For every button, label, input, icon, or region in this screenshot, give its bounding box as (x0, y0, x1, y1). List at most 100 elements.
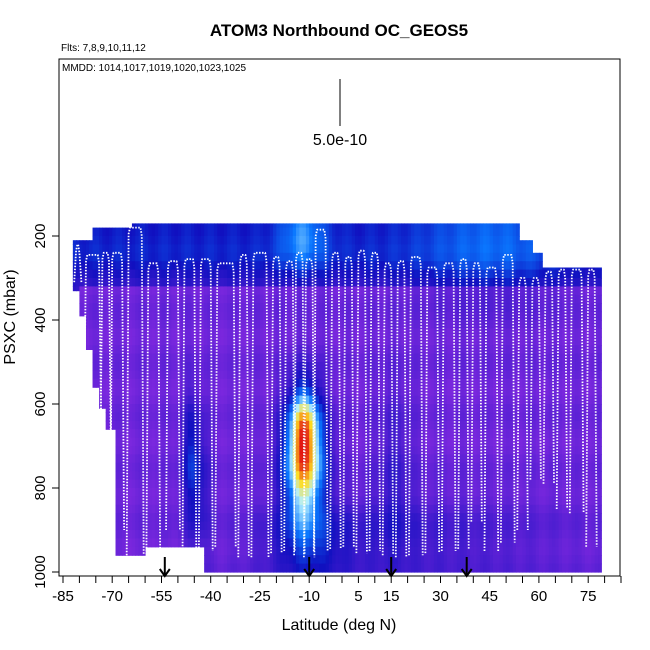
heatmap-cell (256, 513, 261, 523)
heatmap-cell (125, 353, 130, 363)
heatmap-cell (279, 437, 284, 447)
heatmap-cell (174, 252, 179, 262)
heatmap-cell (437, 320, 442, 329)
heatmap-cell (184, 504, 189, 514)
heatmap-cell (384, 370, 389, 380)
heatmap-cell (282, 488, 287, 497)
heatmap-cell (207, 320, 212, 329)
heatmap-cell (263, 261, 268, 271)
heatmap-cell (338, 496, 343, 506)
heatmap-cell (250, 404, 254, 413)
heatmap-cell (453, 437, 458, 447)
heatmap-cell (131, 538, 136, 548)
heatmap-cell (233, 471, 238, 481)
heatmap-cell (479, 261, 484, 271)
heatmap-cell (207, 521, 212, 531)
heatmap-cell (387, 227, 392, 237)
heatmap-cell (476, 227, 481, 237)
heatmap-cell (437, 479, 442, 489)
heatmap-cell (463, 320, 468, 329)
heatmap-cell (292, 286, 297, 296)
heatmap-cell (263, 471, 268, 481)
heatmap-cell (384, 320, 389, 329)
heatmap-cell (296, 378, 300, 388)
heatmap-cell (420, 563, 425, 573)
heatmap-cell (430, 538, 435, 548)
heatmap-cell (118, 412, 123, 422)
heatmap-cell (296, 412, 300, 422)
heatmap-cell (168, 420, 172, 430)
heatmap-cell (79, 261, 84, 271)
heatmap-cell (122, 538, 126, 548)
heatmap-cell (358, 555, 363, 565)
heatmap-cell (374, 454, 379, 464)
heatmap-cell (263, 252, 268, 262)
heatmap-cell (338, 244, 343, 254)
heatmap-cell (213, 462, 218, 472)
heatmap-cell (361, 538, 366, 548)
heatmap-cell (420, 378, 425, 388)
heatmap-cell (397, 345, 402, 355)
heatmap-cell (361, 261, 366, 271)
heatmap-cell (364, 446, 369, 455)
heatmap-cell (282, 278, 287, 287)
heatmap-cell (138, 303, 143, 313)
heatmap-cell (122, 353, 126, 363)
heatmap-cell (279, 395, 284, 405)
heatmap-cell (276, 454, 281, 464)
heatmap-cell (289, 488, 294, 497)
heatmap-cell (187, 437, 192, 447)
heatmap-cell (210, 261, 215, 271)
heatmap-cell (387, 252, 392, 262)
heatmap-cell (194, 227, 199, 237)
heatmap-cell (259, 462, 264, 472)
heatmap-cell (240, 479, 245, 489)
heatmap-cell (174, 311, 179, 321)
heatmap-cell (486, 261, 491, 271)
heatmap-cell (115, 479, 120, 489)
heatmap-cell (168, 429, 172, 439)
heatmap-cell (115, 387, 120, 397)
heatmap-cell (253, 336, 258, 346)
heatmap-cell (168, 278, 172, 287)
heatmap-cell (164, 244, 169, 254)
heatmap-cell (243, 370, 248, 380)
heatmap-cell (430, 362, 435, 371)
heatmap-cell (191, 328, 195, 338)
heatmap-cell (82, 286, 87, 296)
heatmap-cell (348, 446, 353, 455)
heatmap-cell (345, 278, 350, 287)
heatmap-cell (447, 555, 451, 565)
heatmap-cell (99, 345, 103, 355)
heatmap-cell (361, 353, 366, 363)
heatmap-cell (492, 420, 497, 430)
heatmap-cell (348, 370, 353, 380)
heatmap-cell (223, 278, 228, 287)
heatmap-cell (473, 227, 478, 237)
heatmap-cell (256, 521, 261, 531)
heatmap-cell (371, 555, 376, 565)
heatmap-cell (309, 437, 314, 447)
heatmap-cell (204, 420, 209, 430)
heatmap-cell (364, 244, 369, 254)
heatmap-cell (161, 504, 166, 514)
heatmap-cell (424, 336, 428, 346)
heatmap-cell (430, 278, 435, 287)
heatmap-cell (473, 303, 478, 313)
heatmap-cell (253, 555, 258, 565)
heatmap-cell (191, 236, 195, 245)
heatmap-cell (269, 269, 274, 279)
heatmap-cell (151, 227, 156, 237)
heatmap-cell (325, 504, 330, 514)
heatmap-cell (302, 538, 307, 548)
heatmap-cell (213, 345, 218, 355)
heatmap-cell (220, 479, 225, 489)
heatmap-cell (125, 278, 130, 287)
heatmap-cell (492, 362, 497, 371)
heatmap-cell (299, 563, 304, 573)
heatmap-cell (305, 538, 310, 548)
heatmap-cell (433, 320, 438, 329)
heatmap-cell (279, 252, 284, 262)
heatmap-cell (374, 345, 379, 355)
heatmap-cell (246, 412, 251, 422)
